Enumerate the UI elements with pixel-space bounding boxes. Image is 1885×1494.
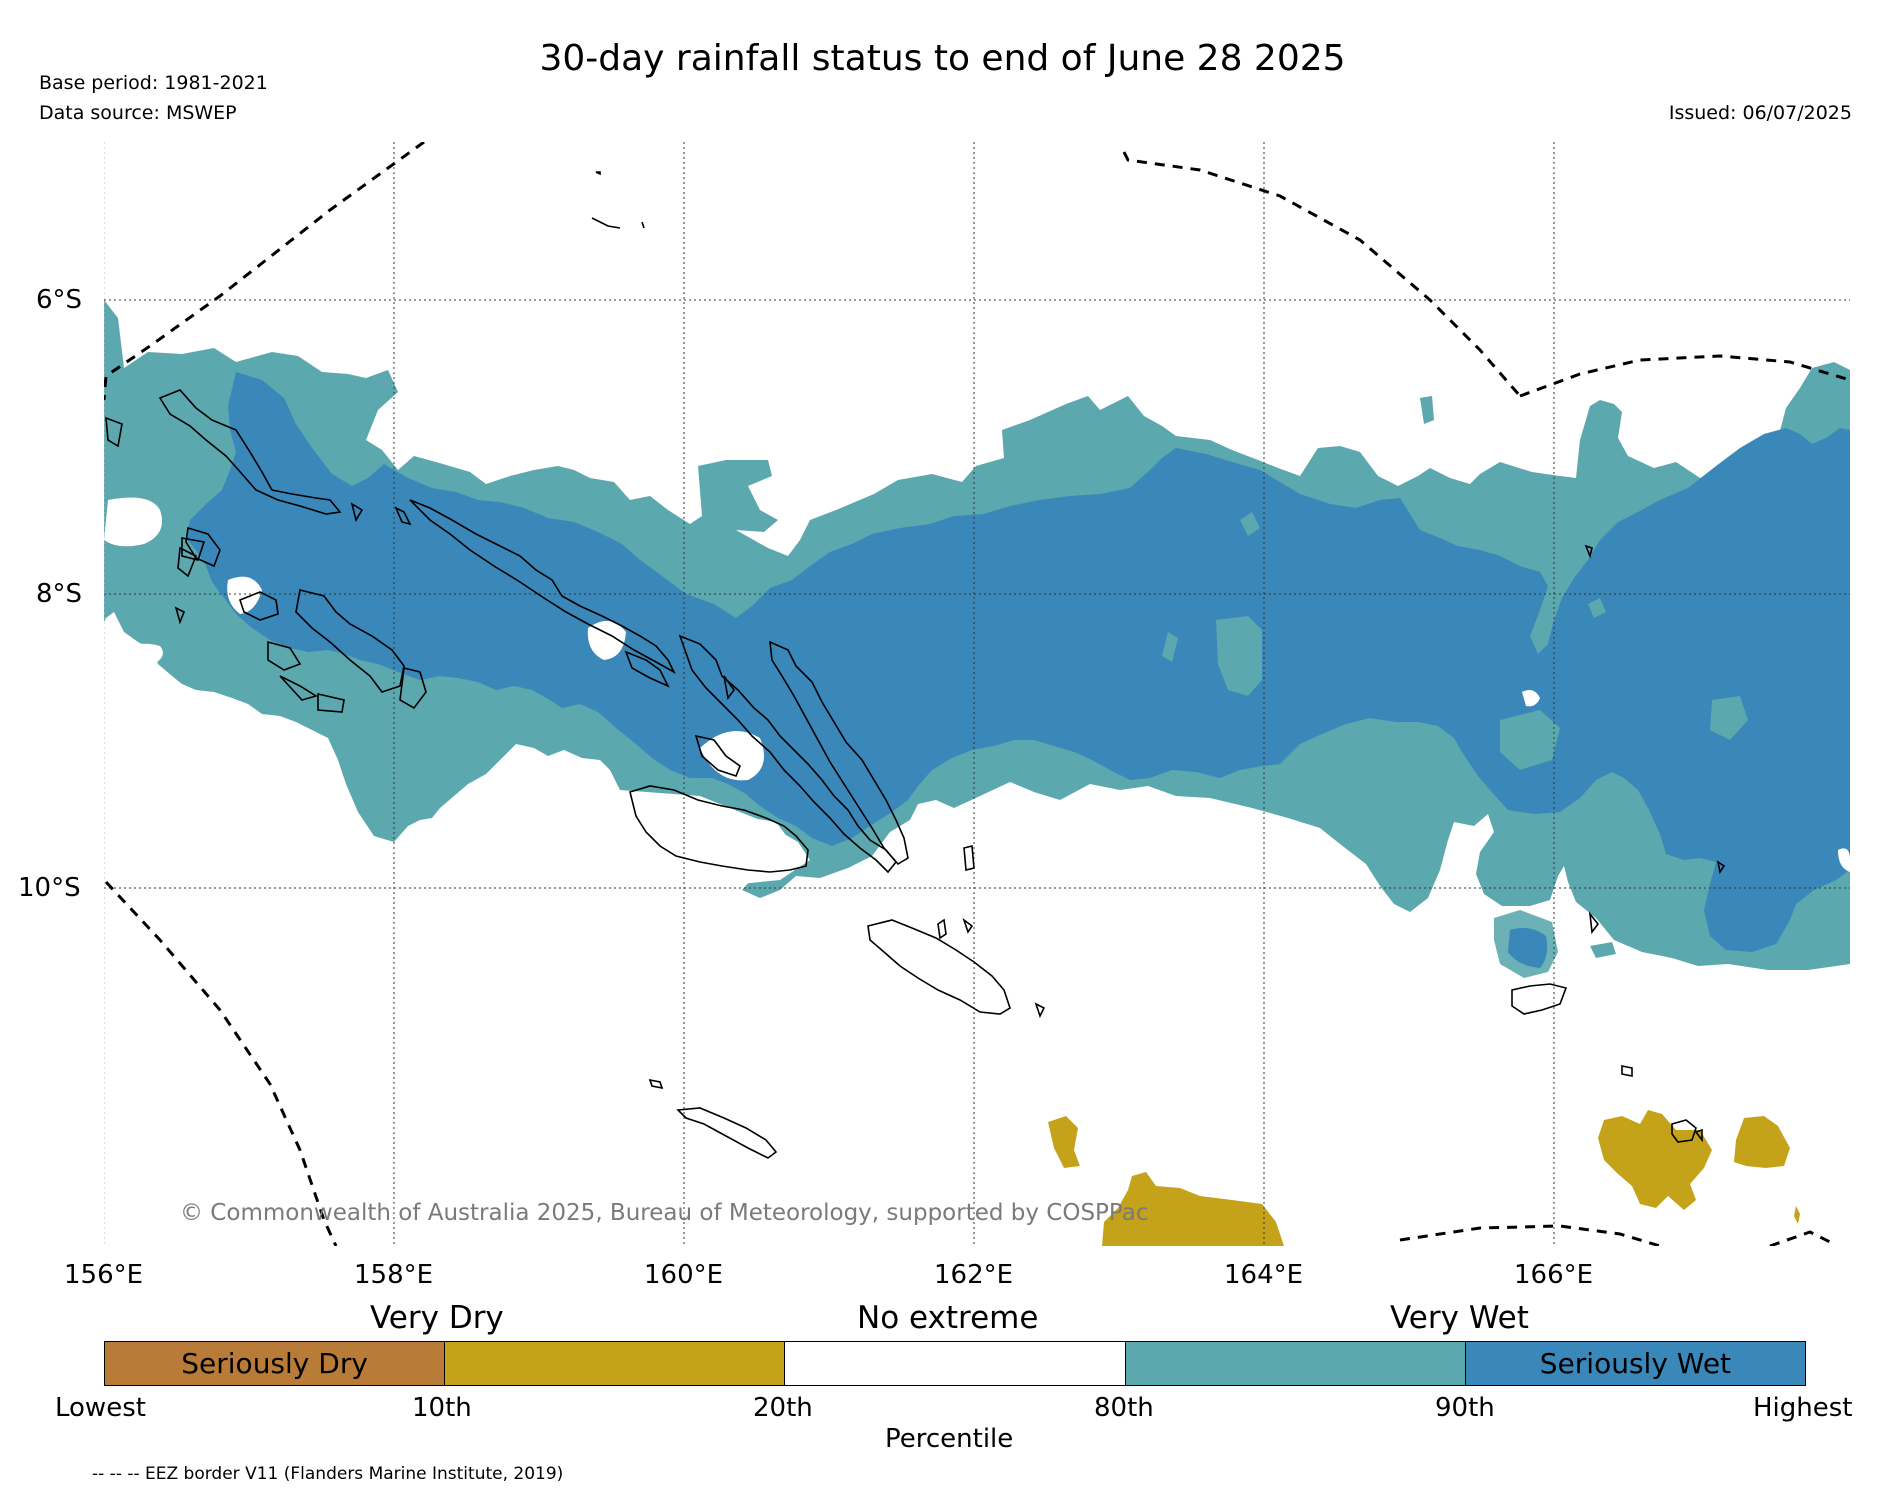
legend-heading-very-wet: Very Wet [1390, 1300, 1529, 1336]
legend-axis-label: Percentile [885, 1424, 1014, 1454]
legend-heading-very-dry: Very Dry [370, 1300, 504, 1336]
lon-label-156e: 156°E [64, 1260, 144, 1290]
rainfall-map [104, 142, 1850, 1246]
legend-segment-seriously-dry: Seriously Dry [105, 1342, 446, 1385]
legend-segment-seriously-wet: Seriously Wet [1465, 1342, 1806, 1385]
lon-label-162e: 162°E [934, 1260, 1014, 1290]
lon-label-166e: 166°E [1514, 1260, 1594, 1290]
coastlines [105, 171, 1726, 1159]
map-title: 30-day rainfall status to end of June 28… [539, 38, 1346, 79]
issued-date: Issued: 06/07/2025 [1668, 102, 1852, 124]
lon-label-158e: 158°E [354, 1260, 434, 1290]
legend-tick-10th: 10th [412, 1393, 472, 1423]
graticule [104, 142, 1850, 1246]
lon-label-160e: 160°E [644, 1260, 724, 1290]
lat-label-8s: 8°S [36, 579, 83, 609]
eez-border [104, 142, 1850, 1246]
legend-segment-very-dry [445, 1342, 786, 1385]
lon-label-164e: 164°E [1224, 1260, 1304, 1290]
legend-segment-label: Seriously Dry [181, 1347, 368, 1380]
lat-label-6s: 6°S [36, 285, 83, 315]
legend-segment-very-wet [1125, 1342, 1466, 1385]
legend-segment-no-extreme [785, 1342, 1126, 1385]
eez-legend-note: -- -- -- EEZ border V11 (Flanders Marine… [92, 1464, 564, 1484]
data-source: Data source: MSWEP [39, 102, 237, 124]
lat-label-10s: 10°S [18, 873, 81, 903]
legend-heading-no-extreme: No extreme [857, 1300, 1039, 1336]
copyright-notice: © Commonwealth of Australia 2025, Bureau… [180, 1200, 1149, 1226]
legend-segment-label: Seriously Wet [1539, 1347, 1732, 1380]
legend-tick-lowest: Lowest [55, 1393, 146, 1423]
base-period: Base period: 1981-2021 [39, 72, 268, 94]
legend-tick-highest: Highest [1753, 1393, 1853, 1423]
legend-colorbar: Seriously Dry Seriously Wet [104, 1341, 1806, 1386]
legend-tick-80th: 80th [1094, 1393, 1154, 1423]
very-dry-region [1048, 1116, 1080, 1168]
legend-tick-20th: 20th [753, 1393, 813, 1423]
seriously-wet-region [186, 372, 1850, 952]
legend-tick-90th: 90th [1435, 1393, 1495, 1423]
